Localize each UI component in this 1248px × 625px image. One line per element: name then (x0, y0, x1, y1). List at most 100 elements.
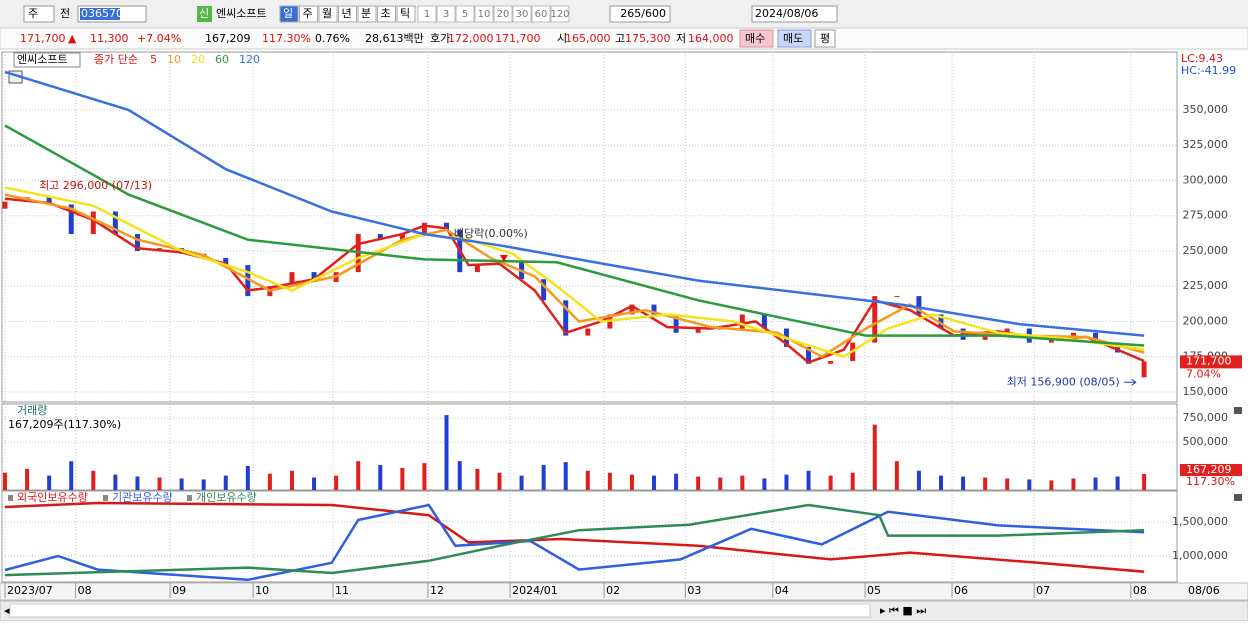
candle (1141, 361, 1147, 378)
candle (872, 296, 878, 343)
annotation-dividend: 배당락(0.00%) (454, 227, 528, 240)
scroll-left[interactable]: ◂ (4, 604, 10, 617)
hc: HC:-41.99 (1181, 64, 1236, 77)
volume-bar (201, 479, 206, 490)
candle (46, 197, 52, 205)
eval-button[interactable] (814, 29, 836, 48)
volume-bar (3, 472, 7, 490)
scroll-track[interactable] (9, 603, 871, 618)
badge (197, 6, 212, 22)
period-button[interactable] (338, 5, 357, 23)
new-badge: 신 (199, 7, 209, 20)
volume-bar (1093, 477, 1098, 490)
x-tick-label: 02 (606, 584, 620, 597)
volume-bar (135, 476, 140, 490)
volume-bar (629, 474, 634, 490)
quote-eval: 평 (820, 32, 830, 45)
volume-bar (563, 462, 568, 490)
quote-change: 11,300 (90, 32, 129, 45)
quote-open: 165,000 (565, 32, 611, 45)
quote-high: 175,300 (625, 32, 671, 45)
volume-bar (47, 475, 52, 490)
volume-summary: 167,209주(117.30%) (8, 418, 121, 431)
interval-button[interactable] (550, 5, 570, 23)
arrow (1123, 378, 1137, 386)
interval-label: 10 (478, 9, 491, 20)
period-button[interactable] (318, 5, 338, 23)
period-button[interactable] (299, 5, 318, 23)
candle (894, 296, 900, 298)
interval-button[interactable] (531, 5, 551, 23)
price-panel (1, 51, 1178, 403)
interval-button[interactable] (474, 5, 494, 23)
candle (828, 360, 834, 364)
code-select (80, 8, 120, 20)
period-button[interactable] (357, 5, 377, 23)
candle (444, 222, 450, 230)
candle (2, 201, 8, 209)
volume-bar (939, 475, 943, 490)
interval-button[interactable] (455, 5, 475, 23)
quote-high-label: 고 (615, 32, 625, 45)
sell-button[interactable] (777, 29, 812, 48)
candle (651, 304, 657, 315)
scroll-controls[interactable]: ▸ ⏮ ■ ⏭ (880, 604, 926, 617)
volume-bar (69, 461, 74, 490)
candle (938, 314, 944, 329)
interval-button[interactable] (493, 5, 513, 23)
legend-marker (8, 495, 13, 501)
y-tick-label: 200,000 (1183, 314, 1229, 327)
volume-bar (696, 476, 701, 490)
y-tick-label: 250,000 (1183, 244, 1229, 257)
volume-bar (850, 472, 855, 490)
line (4, 124, 1145, 347)
candle (629, 304, 635, 315)
legend-stock: 엔씨소프트 (17, 53, 68, 66)
date-box[interactable] (751, 5, 838, 23)
interval-button[interactable] (417, 5, 437, 23)
interval-button[interactable] (512, 5, 532, 23)
legend-entry: 개인보유수량 (196, 491, 257, 504)
volume-bar (541, 465, 546, 490)
quote-amount: 28,613백만 (365, 32, 424, 45)
interval-label: 3 (443, 9, 449, 20)
volume-title: 거래량 (17, 404, 47, 417)
interval-button[interactable] (436, 5, 456, 23)
volume-bar (718, 477, 723, 490)
current-price: 171,700 (1186, 354, 1232, 367)
current-price-box (1180, 355, 1242, 369)
current-volume-box (1180, 464, 1242, 476)
y-tick-label: 150,000 (1183, 385, 1229, 398)
y-tick-label: 1,000,000 (1172, 549, 1228, 562)
x-tick-label: 09 (172, 584, 186, 597)
lc: LC:9.43 (1181, 52, 1223, 65)
line (4, 501, 1145, 573)
period-label: 초 (381, 7, 391, 20)
volume-bar (223, 475, 228, 490)
candle (761, 314, 767, 329)
legend-entry: 10 (167, 53, 181, 66)
volume-bar (457, 461, 462, 490)
volume-bar (762, 478, 767, 490)
volume-bar (334, 475, 339, 490)
panel-close[interactable] (1234, 494, 1242, 501)
period-button[interactable] (377, 5, 396, 23)
y-tick-label: 750,000 (1183, 411, 1229, 424)
button[interactable] (23, 5, 55, 23)
x-tick-label: 03 (687, 584, 701, 597)
panel-close[interactable] (1234, 407, 1242, 414)
x-current: 08/06 (1188, 584, 1220, 597)
candle (399, 234, 405, 240)
stock-box (13, 52, 81, 68)
volume-bar (91, 470, 96, 490)
volume-bar (828, 475, 833, 490)
quote-bid: 171,700 (495, 32, 541, 45)
candle (541, 279, 547, 301)
period-button[interactable] (396, 5, 416, 23)
volume-bar (1071, 478, 1076, 490)
period-button[interactable] (279, 5, 299, 23)
dividend-marker (499, 255, 508, 262)
buy-button[interactable] (739, 29, 774, 48)
x-tick-label: 10 (255, 584, 269, 597)
volume-bar (607, 472, 612, 490)
